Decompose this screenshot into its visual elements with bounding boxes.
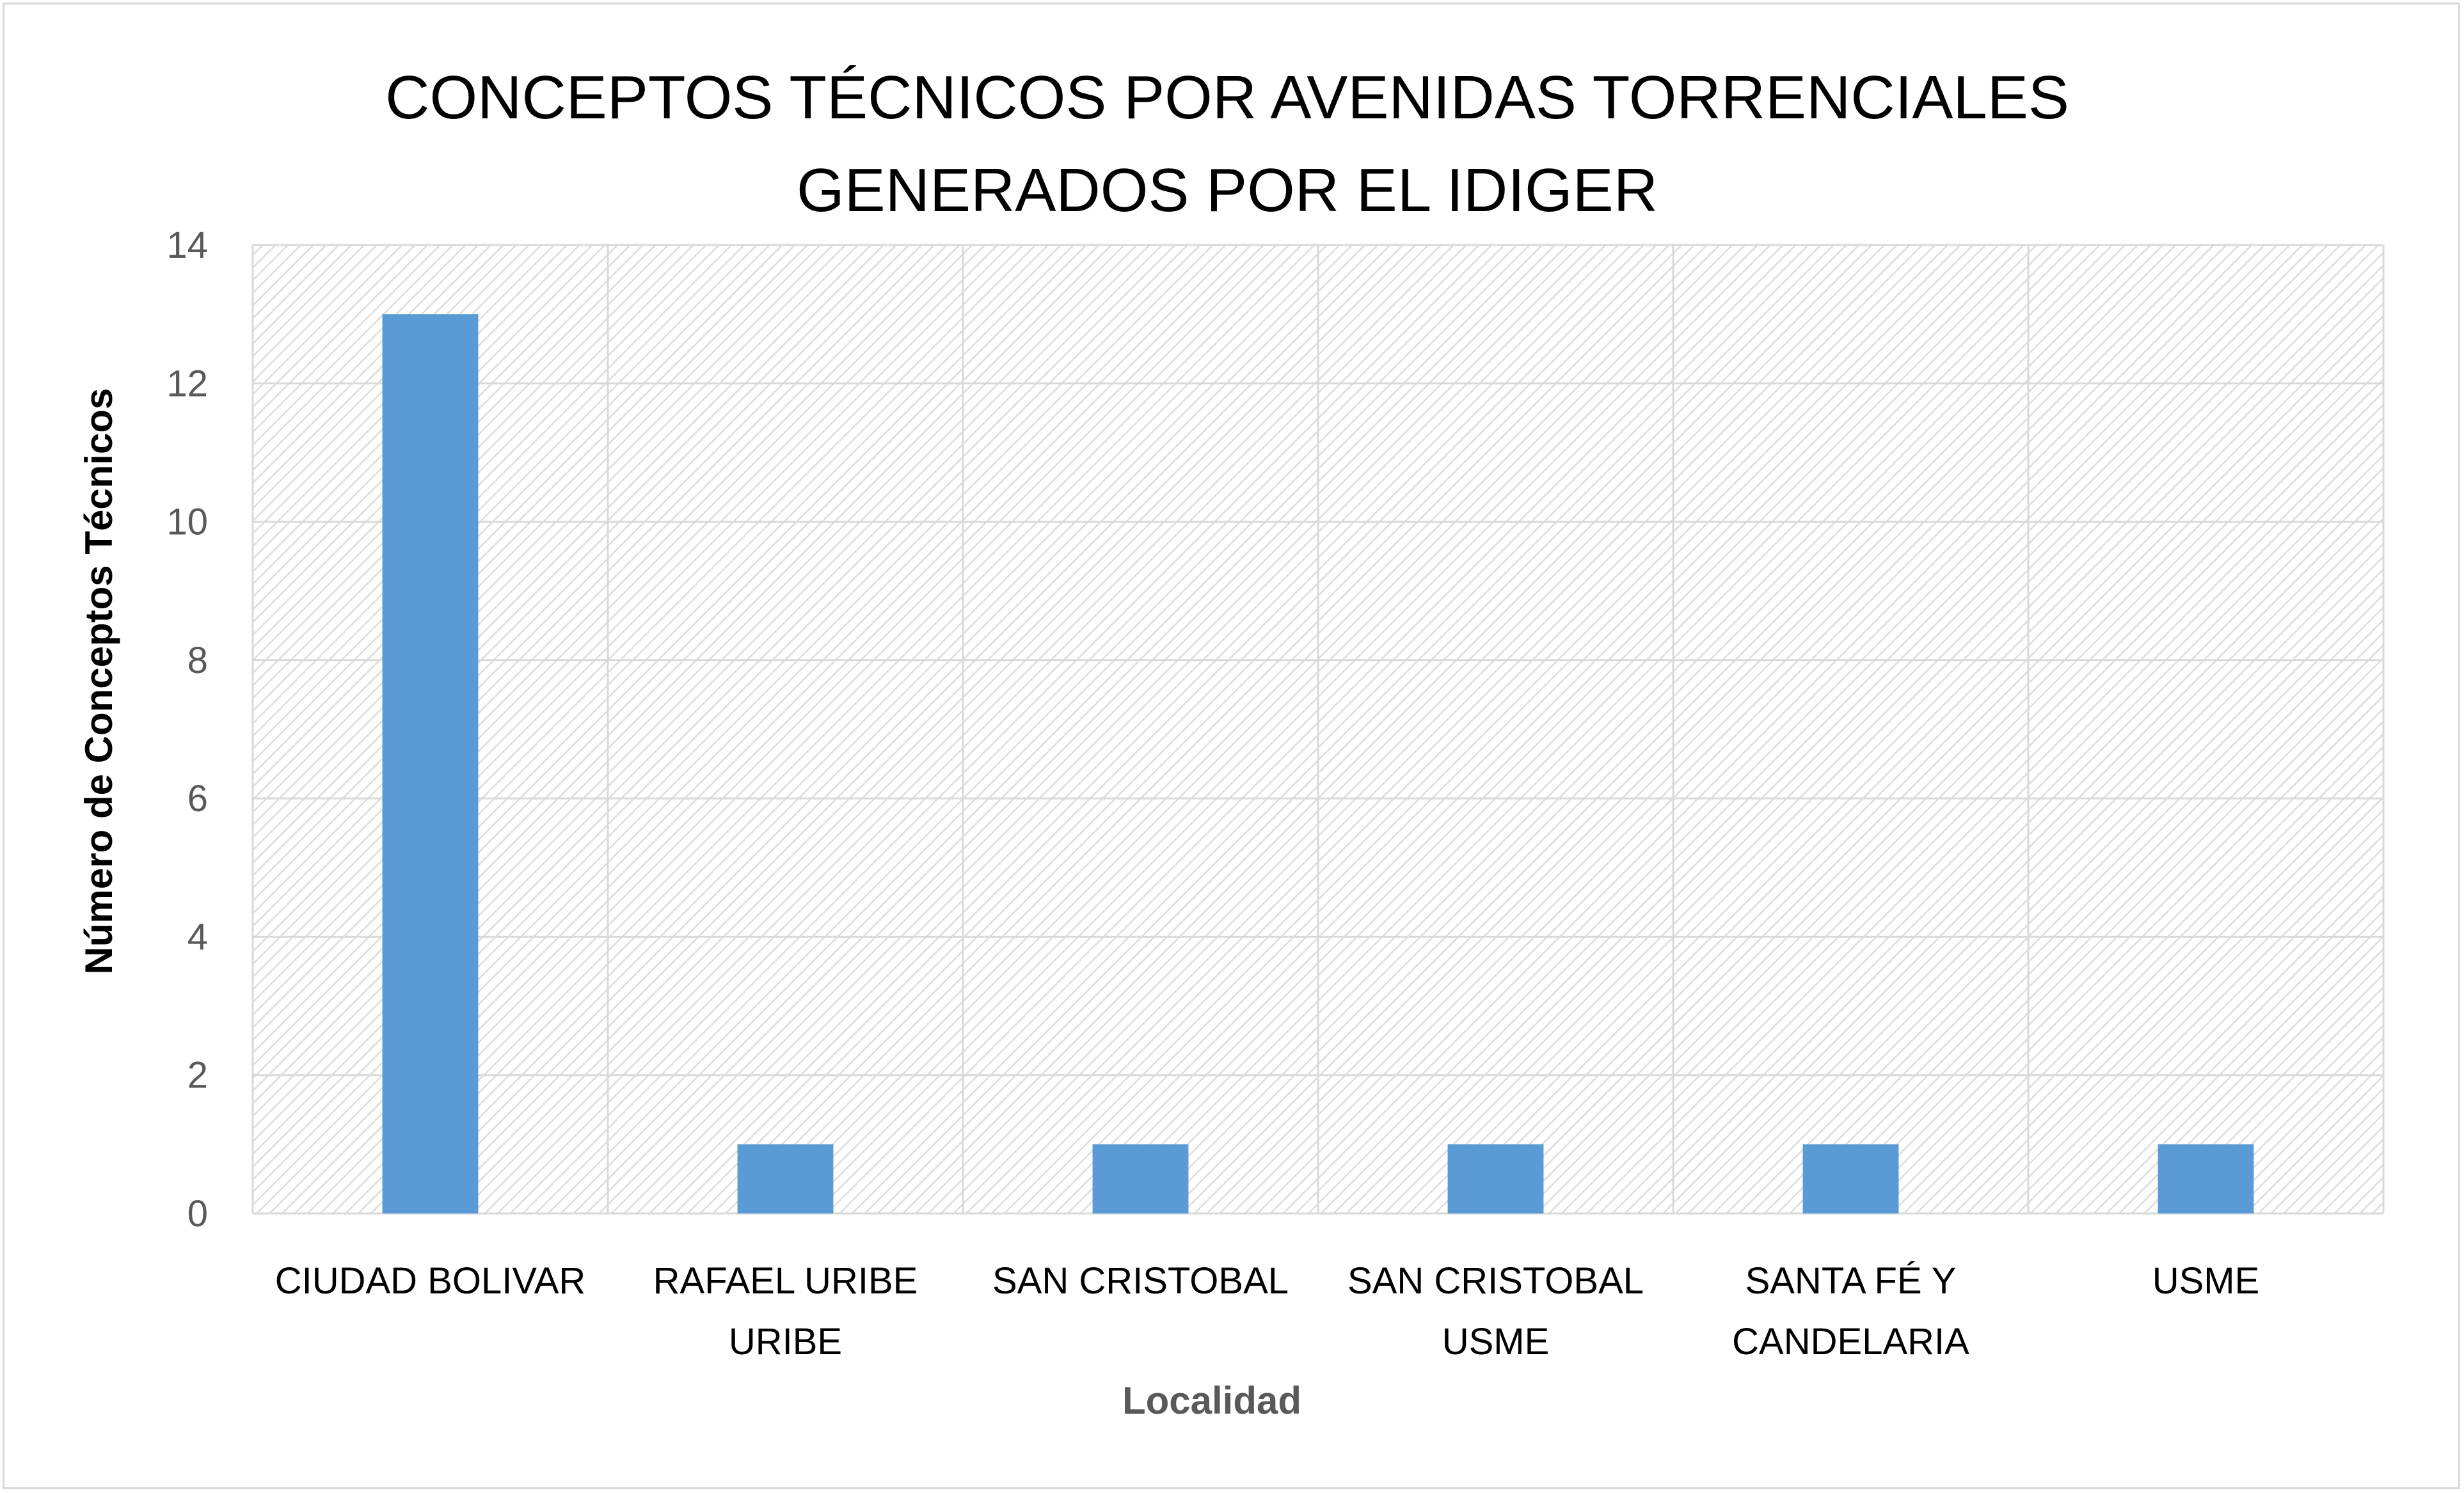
x-category-label: SANTA FÉ Y (1745, 1260, 1957, 1302)
y-axis-title: Número de Conceptos Técnicos (77, 388, 120, 975)
y-tick-label: 12 (166, 363, 208, 404)
x-category-label: SAN CRISTOBAL (992, 1260, 1289, 1302)
gridlines (251, 244, 2385, 1215)
y-tick-label: 2 (187, 1055, 208, 1096)
y-axis-ticks: 0 2 4 6 8 10 12 14 (166, 225, 208, 1235)
y-tick-label: 14 (166, 225, 208, 266)
y-tick-label: 0 (187, 1193, 208, 1235)
x-category-label: USME (1442, 1321, 1550, 1363)
x-axis-categories: CIUDAD BOLIVAR RAFAEL URIBE URIBE SAN CRIST… (275, 1260, 2260, 1363)
bar-4 (1447, 1144, 1544, 1213)
bar-1 (382, 314, 479, 1214)
y-tick-label: 10 (166, 502, 208, 543)
x-category-label: CANDELARIA (1732, 1321, 1969, 1363)
chart-title-line-2: GENERADOS POR EL IDIGER (797, 156, 1658, 225)
y-tick-label: 6 (187, 778, 208, 819)
y-tick-label: 4 (187, 916, 208, 958)
x-category-label: CIUDAD BOLIVAR (275, 1260, 586, 1302)
bars (382, 314, 2254, 1214)
chart-title-line-1: CONCEPTOS TÉCNICOS POR AVENIDAS TORRENCI… (385, 63, 2069, 132)
chart-title: CONCEPTOS TÉCNICOS POR AVENIDAS TORRENCI… (385, 63, 2069, 225)
x-category-label: URIBE (729, 1321, 842, 1363)
bar-6 (2158, 1144, 2254, 1213)
x-category-label: SAN CRISTOBAL (1347, 1260, 1644, 1302)
x-category-label: RAFAEL URIBE (653, 1260, 918, 1302)
bar-5 (1802, 1144, 1899, 1213)
bar-3 (1092, 1144, 1189, 1213)
x-axis-title: Localidad (1122, 1379, 1301, 1422)
x-category-label: USME (2152, 1260, 2260, 1302)
bar-2 (737, 1144, 834, 1213)
y-tick-label: 8 (187, 640, 208, 681)
